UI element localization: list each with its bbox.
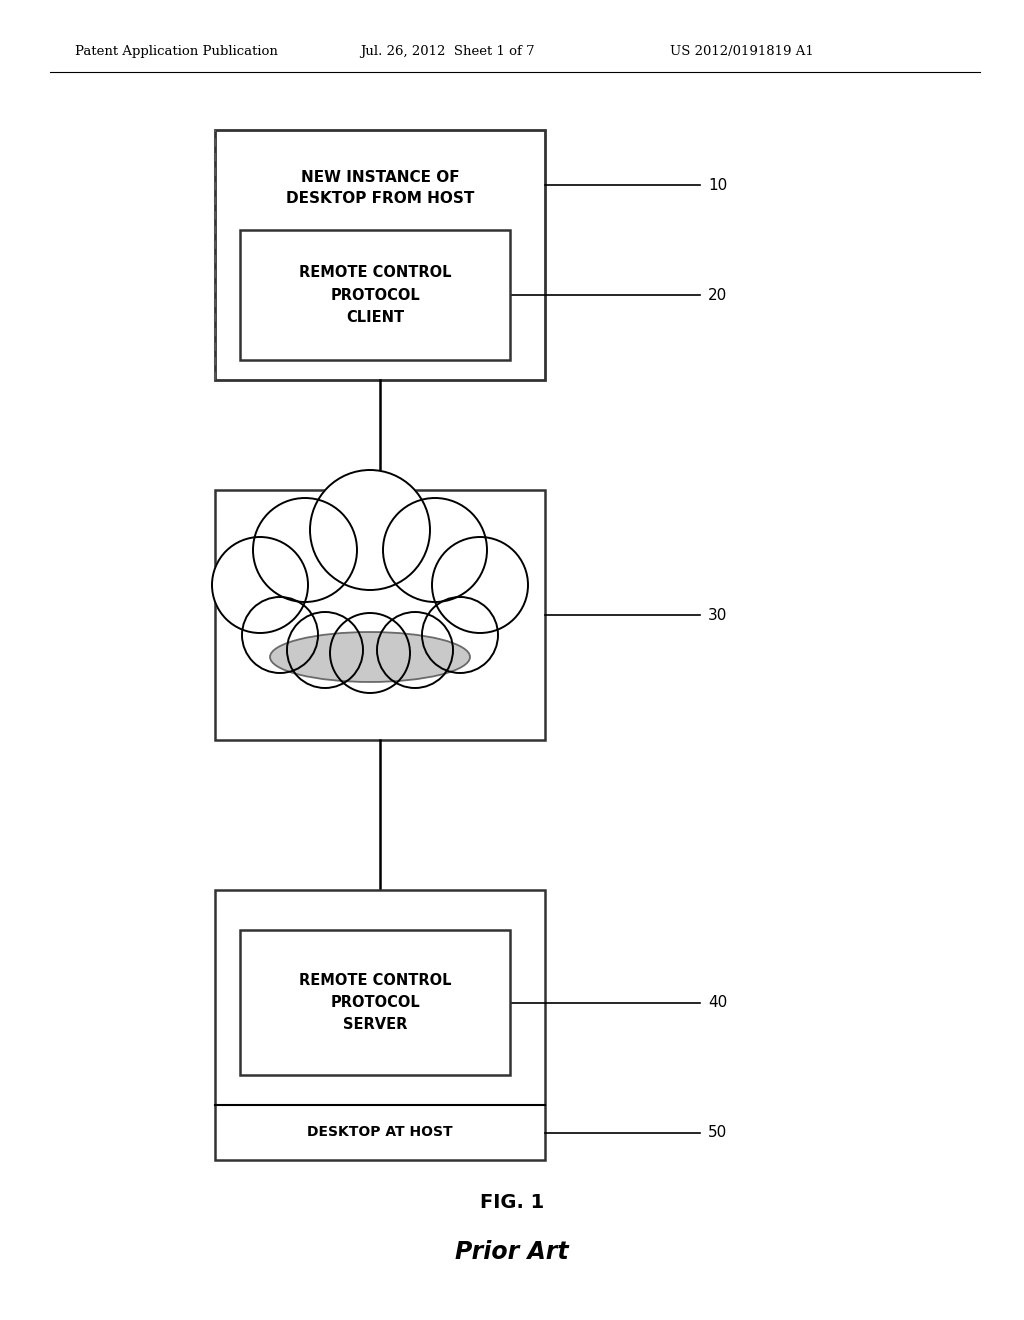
Text: Prior Art: Prior Art [456, 1239, 568, 1265]
Circle shape [212, 537, 308, 634]
Text: Jul. 26, 2012  Sheet 1 of 7: Jul. 26, 2012 Sheet 1 of 7 [360, 45, 535, 58]
Circle shape [383, 498, 487, 602]
Circle shape [310, 470, 430, 590]
Text: 50: 50 [708, 1125, 727, 1140]
Text: REMOTE CONTROL
PROTOCOL
SERVER: REMOTE CONTROL PROTOCOL SERVER [299, 973, 452, 1032]
Text: REMOTE CONTROL
PROTOCOL
CLIENT: REMOTE CONTROL PROTOCOL CLIENT [299, 265, 452, 325]
Circle shape [377, 612, 453, 688]
Bar [240, 230, 510, 360]
Bar [215, 490, 545, 741]
Ellipse shape [270, 632, 470, 682]
Text: FIG. 1: FIG. 1 [480, 1192, 544, 1212]
Text: US 2012/0191819 A1: US 2012/0191819 A1 [670, 45, 814, 58]
Text: NEW INSTANCE OF
DESKTOP FROM HOST: NEW INSTANCE OF DESKTOP FROM HOST [286, 170, 474, 206]
Text: 30: 30 [708, 607, 727, 623]
Text: DESKTOP AT HOST: DESKTOP AT HOST [307, 1126, 453, 1139]
Bar [215, 129, 545, 380]
Circle shape [422, 597, 498, 673]
Circle shape [287, 612, 362, 688]
Text: 20: 20 [708, 288, 727, 302]
Text: Patent Application Publication: Patent Application Publication [75, 45, 278, 58]
Bar [240, 931, 510, 1074]
Bar [215, 890, 545, 1160]
Text: 40: 40 [708, 995, 727, 1010]
Circle shape [253, 498, 357, 602]
Circle shape [330, 612, 410, 693]
Text: 10: 10 [708, 177, 727, 193]
Circle shape [432, 537, 528, 634]
Circle shape [242, 597, 318, 673]
